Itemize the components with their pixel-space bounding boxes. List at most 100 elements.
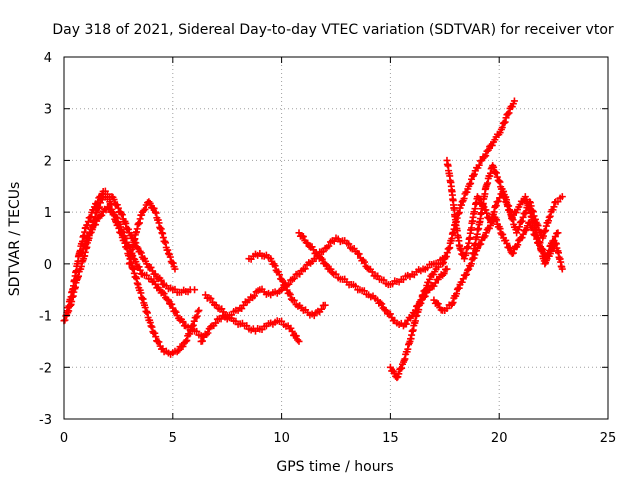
data-point [440,270,448,278]
data-point [96,212,104,220]
y-tick-label: -2 [39,361,52,376]
data-point [94,198,102,206]
data-point [61,316,69,324]
data-point [368,268,376,276]
data-point [439,260,447,268]
data-point [157,276,165,284]
data-point [431,279,439,287]
data-point [345,240,353,248]
data-point [92,221,100,229]
data-point [463,270,471,278]
data-point [299,233,307,241]
data-point [151,329,159,337]
data-point [193,312,201,320]
data-point [510,97,518,105]
data-point [494,197,502,205]
data-point [455,284,463,292]
data-point [550,203,558,211]
data-point [483,147,491,155]
data-point [546,212,554,220]
series-trace-d [125,198,179,273]
data-point [558,193,566,201]
data-point [332,270,340,278]
data-point [440,258,448,266]
data-point [470,170,478,178]
y-tick-label: -1 [39,310,52,325]
data-point [480,153,488,161]
data-point [198,337,206,345]
data-point [141,205,149,213]
data-point [207,295,215,303]
data-point [551,233,559,241]
data-point [113,214,121,222]
y-tick-label: 2 [44,154,52,169]
y-tick-label: 1 [44,206,52,221]
data-point [355,250,363,258]
data-point [172,308,180,316]
data-point [492,215,500,223]
data-point [169,259,177,267]
data-point [398,364,406,372]
data-point [518,234,526,242]
data-point [393,374,401,382]
data-point [363,264,371,272]
data-point [321,260,329,268]
data-point [164,250,172,258]
data-point [285,289,293,297]
data-point [522,226,530,234]
data-point [271,262,279,270]
x-tick-label: 10 [273,431,290,446]
data-point [119,228,127,236]
data-point [493,216,501,224]
data-point [443,249,451,257]
data-point [113,201,121,209]
data-point [136,247,144,255]
data-point [179,342,187,350]
data-point [464,266,472,274]
data-point [395,370,403,378]
data-point [117,223,125,231]
data-point [317,305,325,313]
data-point [122,219,130,227]
data-point [294,336,302,344]
data-point [160,290,168,298]
data-point [459,275,467,283]
data-point [442,253,450,261]
data-point [504,202,512,210]
data-point [191,286,199,294]
data-point [292,332,300,340]
x-tick-label: 20 [491,431,508,446]
data-point [317,254,325,262]
data-point [189,321,197,329]
data-point [434,300,442,308]
data-point [88,226,96,234]
data-point [98,211,106,219]
data-point [190,317,198,325]
data-point [109,208,117,216]
data-point [328,269,336,277]
data-point [288,327,296,335]
y-tick-label: -3 [39,413,52,428]
x-tick-label: 15 [382,431,399,446]
grid-lines [64,57,608,419]
data-point [295,337,303,345]
data-point [105,204,113,212]
y-tick-label: 4 [44,51,52,66]
data-point [290,274,298,282]
data-point [386,363,394,371]
data-point [179,318,187,326]
chart-title: Day 318 of 2021, Sidereal Day-to-day VTE… [52,22,614,38]
data-point [490,163,498,171]
data-point [504,110,512,118]
data-point [558,265,566,273]
data-point [545,213,553,221]
data-point [508,213,516,221]
data-point [502,114,510,122]
data-point [514,241,522,249]
data-point [352,282,360,290]
data-point [310,246,318,254]
data-point [212,319,220,327]
y-tick-label: 3 [44,103,52,118]
data-point [486,222,494,230]
data-point [90,206,98,214]
